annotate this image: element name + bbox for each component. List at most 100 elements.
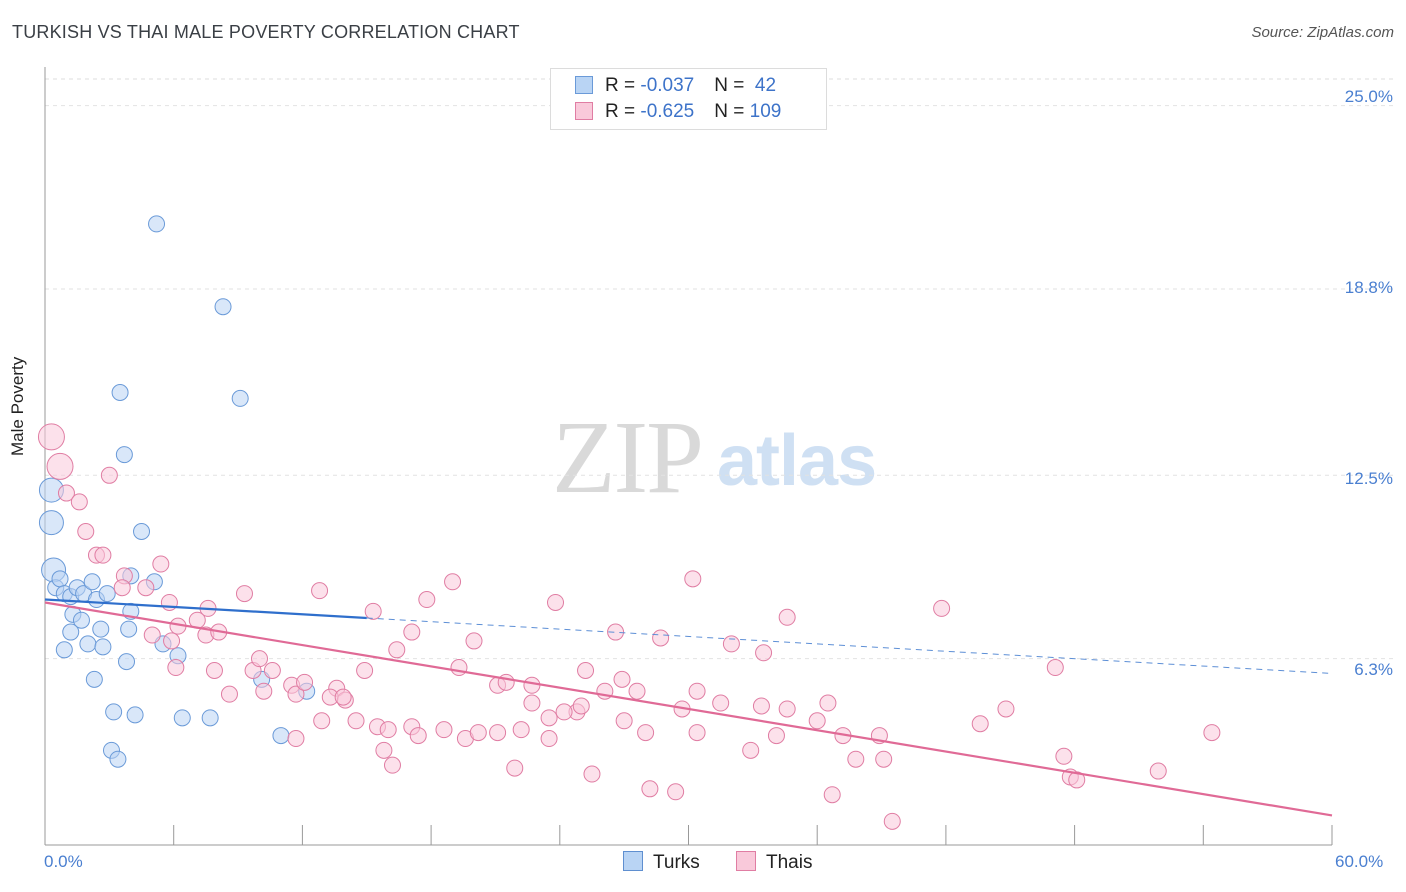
thais-point [263,662,281,680]
thais-point [167,659,185,677]
thais-point [313,712,331,730]
thais-point [755,644,773,662]
turks-point [62,623,80,641]
thais-point [388,641,406,659]
turks-point [105,703,123,721]
bottom-legend-swatch-thais [736,851,756,871]
thais-point [819,694,837,712]
turks-point [92,620,110,638]
bottom-legend-label-turks: Turks [653,852,700,873]
thais-point [540,730,558,748]
thais-point [523,694,541,712]
thais-point [163,632,181,650]
chart-title: TURKISH VS THAI MALE POVERTY CORRELATION… [12,22,520,42]
thais-point [684,570,702,588]
thais-point [287,730,305,748]
thais-point [235,585,253,603]
thais-point [523,676,541,694]
thais-point [971,715,989,733]
thais-point [1055,747,1073,765]
thais-point [375,741,393,759]
thais-point [364,602,382,620]
thais-point [722,635,740,653]
legend-n-label: N = [714,101,750,122]
y-tick-label: 25.0% [1344,87,1393,106]
thais-point [497,673,515,691]
thais-point [628,682,646,700]
thais-point [251,650,268,668]
thais-point [1149,762,1167,780]
x-tick-label: 60.0% [1335,852,1384,871]
turks-point [214,298,232,316]
thais-point [356,662,374,680]
legend-r-value: -0.625 [640,101,695,122]
thais-point [379,721,397,739]
legend-r-label: R = [605,101,641,122]
legend-n-label: N = [714,75,750,96]
thais-point [444,573,462,591]
turks-point [133,523,151,541]
thais-point [113,579,131,597]
thais-point [469,724,487,742]
thais-point [296,673,314,691]
thais-point [70,493,88,511]
thais-point [403,623,421,641]
turks-point [120,620,138,638]
thais-point [1046,659,1064,677]
turks-point [72,611,90,629]
thais-point [997,700,1015,718]
thais-point [418,591,436,609]
legend-swatch-thais [575,102,593,120]
thais-point [778,700,796,718]
thais-point [688,724,706,742]
thais-point [712,694,730,712]
legend-row-thais: R = -0.625 N = 109 [575,101,781,125]
thais-point [137,579,155,597]
thais-point [152,555,170,573]
thais-point [77,523,95,541]
turks-point [118,653,136,671]
thais-point [512,721,530,739]
legend-n-value: 42 [749,75,777,96]
thais-point [688,682,706,700]
turks-point [173,709,191,727]
watermark-atlas: atlas [717,421,877,501]
thais-point [255,682,273,700]
thais-point [583,765,601,783]
x-tick-label: 0.0% [44,852,83,871]
bottom-legend-thais: Thais [736,851,812,874]
source-label: Source: ZipAtlas.com [1251,24,1394,41]
bottom-legend-turks: Turks [623,851,700,874]
turks-point [98,585,116,603]
thais-point [465,632,483,650]
thais-point [615,712,633,730]
thais-point [94,546,112,564]
thais-point [572,697,590,715]
thais-point [489,724,507,742]
turks-point [55,641,73,659]
bottom-legend-swatch-turks [623,851,643,871]
turks-point [79,635,97,653]
turks-point [83,573,101,591]
turks-point [201,709,219,727]
thais-point [334,688,352,706]
thais-point [347,712,365,730]
y-tick-label: 18.8% [1344,278,1393,297]
turks-point [148,215,166,233]
thais-point [435,721,453,739]
thais-point [547,593,565,611]
thais-point [220,685,238,703]
thais-point [100,466,118,484]
thais-point [287,685,305,703]
thais-point [540,709,558,727]
thais-point [383,756,401,774]
legend-r-label: R = [605,75,641,96]
thais-point [875,750,893,768]
legend-row-turks: R = -0.037 N = 42 [575,75,776,99]
bottom-legend-label-thais: Thais [766,852,813,873]
thais-point [409,727,427,745]
watermark-zip: ZIP [552,400,704,515]
thais-point [607,623,625,641]
thais-point [742,741,760,759]
turks-point [231,389,249,407]
